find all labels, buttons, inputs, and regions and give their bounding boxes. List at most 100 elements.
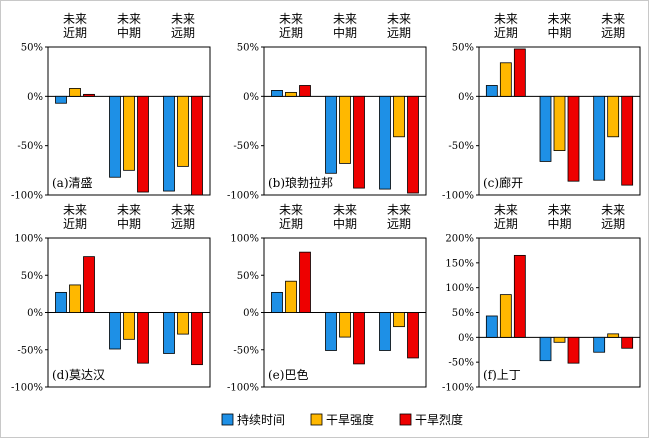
category-label-line2: 中期: [333, 25, 357, 40]
bar: [83, 93, 95, 97]
y-tick-label: 50%: [21, 271, 43, 282]
y-tick-label: 50%: [237, 43, 259, 54]
category-label-line1: 未来: [279, 12, 303, 26]
y-tick-label: 100%: [230, 234, 259, 245]
category-label-line2: 远期: [387, 26, 411, 40]
y-tick-label: -100%: [442, 383, 474, 394]
chart-panel-6: 200%150%100%50%0%-50%-100%未来近期未来中期未来远期(f…: [442, 203, 641, 394]
panel-title: (f)上丁: [483, 368, 521, 382]
bar: [607, 333, 620, 338]
category-label-line2: 中期: [547, 216, 571, 231]
category-label-line2: 远期: [601, 217, 625, 231]
y-tick-label: 0%: [243, 92, 259, 103]
category-label-line2: 近期: [63, 26, 87, 40]
y-tick-label: -100%: [11, 191, 43, 202]
bar: [553, 95, 566, 152]
category-label-line1: 未来: [279, 203, 303, 217]
bar: [69, 88, 81, 97]
category-label-line1: 未来: [387, 12, 411, 26]
bar: [339, 312, 351, 338]
legend-label: 干旱烈度: [415, 412, 463, 427]
y-tick-label: -50%: [233, 345, 259, 356]
bar: [593, 95, 606, 181]
bar: [593, 336, 606, 353]
panel-title: (b)琅勃拉邦: [268, 175, 333, 190]
bar: [513, 48, 526, 97]
category-label-line1: 未来: [494, 203, 518, 217]
category-label-line2: 远期: [171, 217, 195, 231]
y-tick-label: 50%: [21, 43, 43, 54]
panel-title: (d)莫达汉: [52, 368, 105, 382]
bar: [109, 312, 121, 350]
bar: [55, 291, 67, 313]
legend-swatch: [399, 413, 412, 426]
category-label-line2: 近期: [494, 217, 518, 231]
category-label-line2: 近期: [494, 26, 518, 40]
category-label-line1: 未来: [117, 12, 141, 26]
y-tick-label: -50%: [17, 345, 43, 356]
bar: [499, 62, 512, 97]
bar: [163, 95, 175, 192]
category-label-line1: 未来: [494, 12, 518, 26]
y-tick-label: 200%: [445, 234, 474, 245]
bar: [567, 95, 580, 182]
bar: [271, 291, 283, 313]
y-tick-label: 150%: [445, 258, 474, 269]
bar: [553, 336, 566, 343]
bar: [379, 95, 391, 190]
bar: [191, 95, 203, 196]
category-label-line1: 未来: [601, 12, 625, 26]
y-tick-label: 100%: [14, 234, 43, 245]
bar: [271, 90, 283, 97]
bar: [325, 95, 337, 174]
legend-label: 干旱强度: [326, 412, 374, 427]
y-tick-label: -50%: [233, 141, 259, 152]
category-label-line2: 远期: [171, 26, 195, 40]
bar: [163, 312, 175, 354]
category-label-line1: 未来: [333, 203, 357, 217]
plot-border: [478, 46, 641, 196]
category-label-line1: 未来: [333, 12, 357, 26]
bar: [407, 95, 419, 194]
plot-border: [263, 46, 427, 196]
y-tick-label: -50%: [448, 141, 474, 152]
legend-swatch: [221, 413, 234, 426]
y-tick-label: 0%: [458, 333, 474, 344]
category-label-line1: 未来: [601, 203, 625, 217]
bar: [407, 312, 419, 359]
bar: [123, 312, 135, 340]
category-label-line2: 近期: [279, 217, 303, 231]
bar: [109, 95, 121, 178]
category-label-line2: 中期: [547, 25, 571, 40]
bar: [353, 312, 365, 365]
y-tick-label: 50%: [452, 43, 474, 54]
bar: [69, 284, 81, 313]
bar: [137, 95, 149, 193]
bar: [177, 95, 189, 167]
bar: [513, 254, 526, 338]
panel-title: (a)清盛: [52, 175, 93, 190]
category-label-line2: 远期: [601, 26, 625, 40]
category-label-line2: 远期: [387, 217, 411, 231]
category-label-line2: 中期: [117, 216, 141, 231]
panel-title: (c)廊开: [483, 175, 523, 190]
bar: [339, 95, 351, 164]
y-tick-label: -100%: [442, 191, 474, 202]
bar: [539, 336, 552, 362]
category-label-line1: 未来: [63, 203, 87, 217]
bar: [299, 85, 311, 97]
category-label-line1: 未来: [547, 203, 571, 217]
bar: [621, 336, 634, 349]
bar: [379, 312, 391, 351]
y-tick-label: 0%: [243, 308, 259, 319]
bar: [485, 85, 498, 97]
bar: [137, 312, 149, 364]
